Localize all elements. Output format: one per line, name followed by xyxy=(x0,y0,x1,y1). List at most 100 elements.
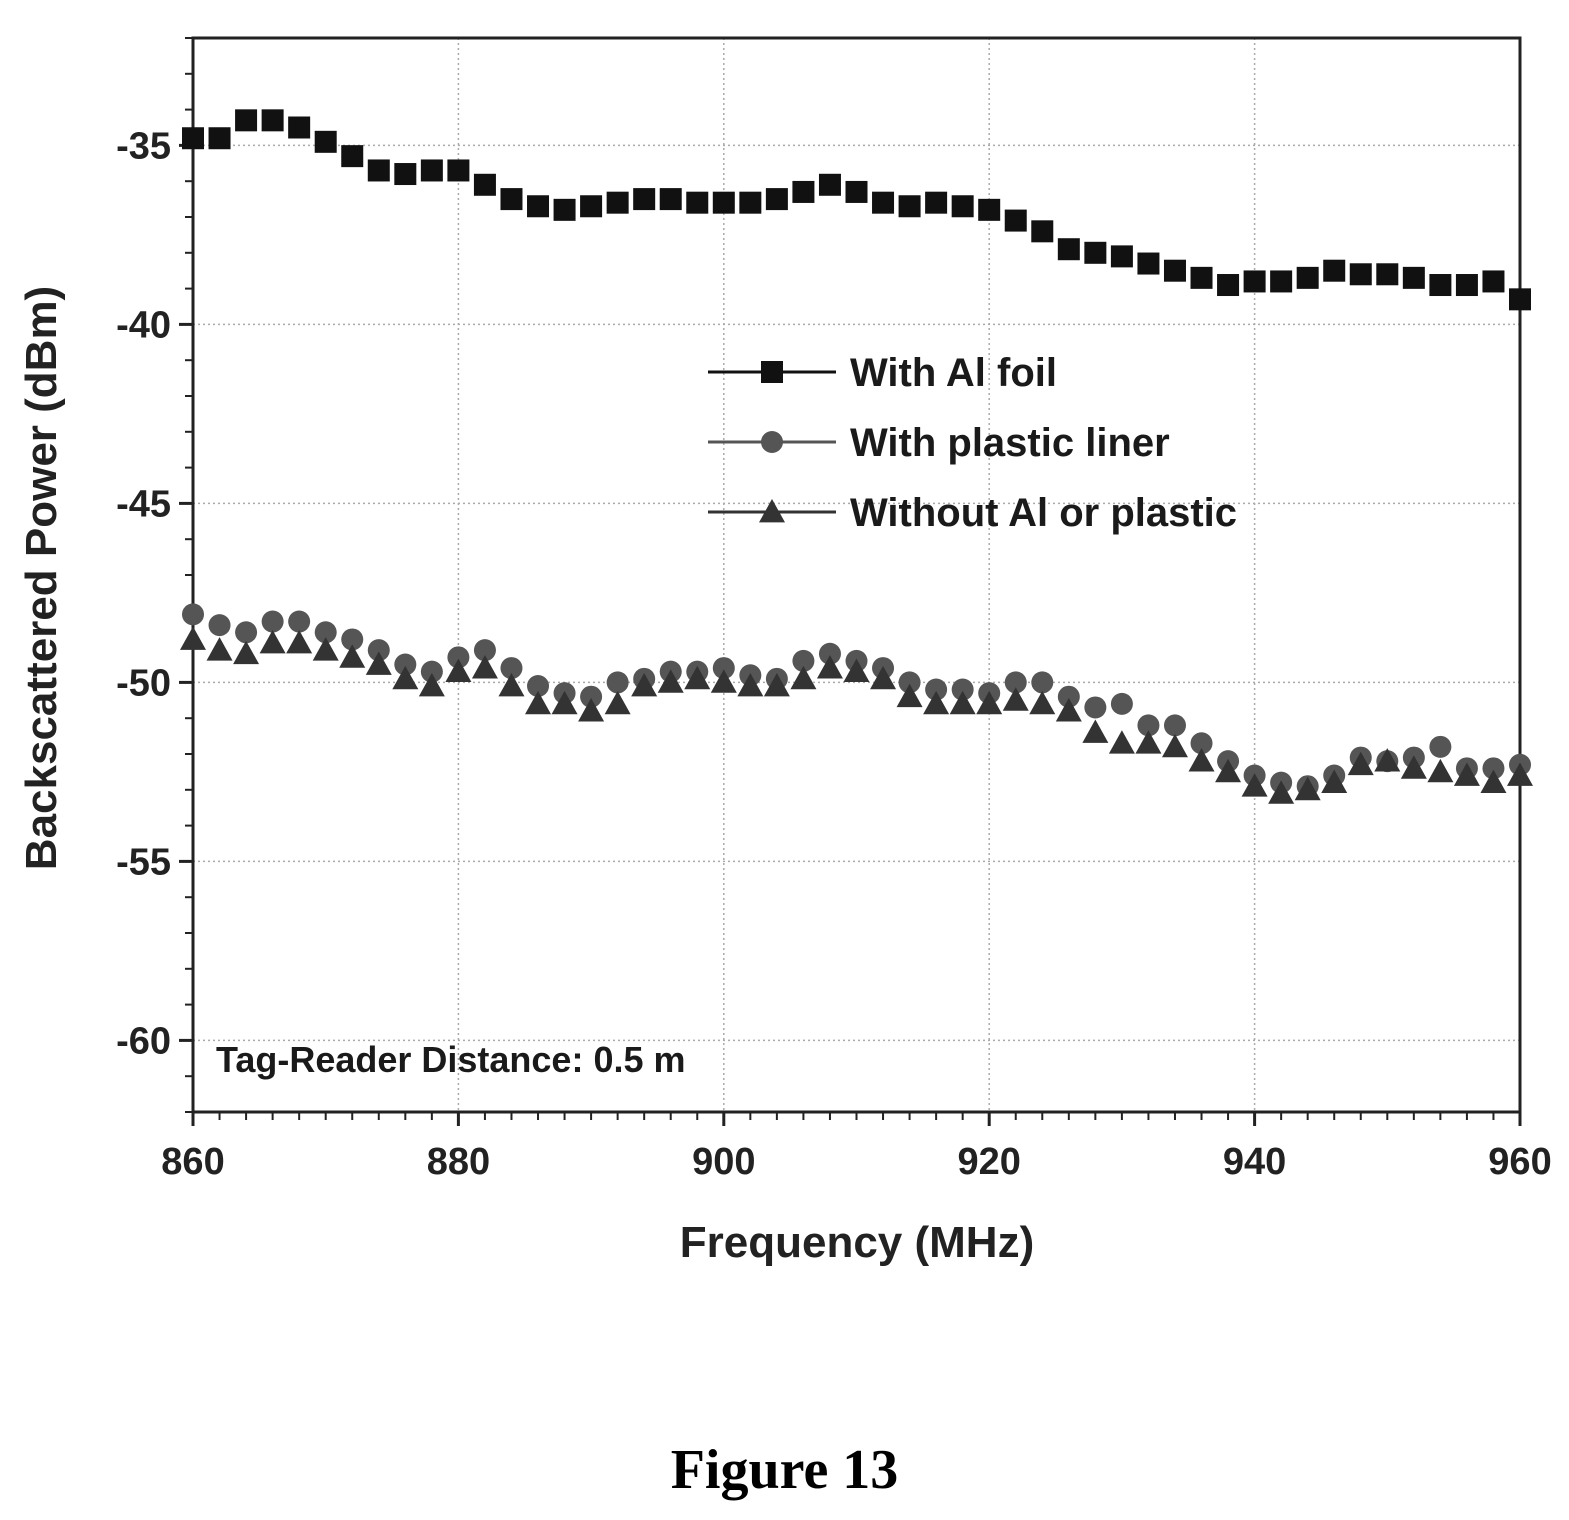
data-point-triangle xyxy=(604,690,631,715)
legend-marker-circle xyxy=(761,431,783,453)
chart: 860 880 900 920 940 960 -35 -40 -45 -50 -55 -60 Tag… xyxy=(17,36,1552,1267)
data-point-square xyxy=(420,159,443,182)
data-point-square xyxy=(261,109,284,132)
distance-annotation: Tag-Reader Distance: 0.5 m xyxy=(216,1039,686,1080)
data-point-circle xyxy=(1004,671,1027,694)
data-point-triangle xyxy=(870,665,897,690)
data-point-circle xyxy=(261,610,284,633)
x-tick-label: 900 xyxy=(692,1141,755,1183)
data-point-circle xyxy=(500,657,523,680)
y-tick-label: -60 xyxy=(116,1020,171,1062)
data-point-triangle xyxy=(206,637,233,661)
data-point-square xyxy=(1217,274,1240,297)
data-point-square xyxy=(394,163,417,186)
data-point-square xyxy=(553,198,576,221)
data-point-circle xyxy=(1057,685,1080,708)
data-point-square xyxy=(872,191,895,214)
data-point-triangle xyxy=(896,683,923,708)
data-point-circle xyxy=(235,621,258,644)
data-point-triangle xyxy=(1215,758,1242,783)
legend-label: With Al foil xyxy=(850,351,1057,395)
data-point-square xyxy=(1429,274,1452,297)
data-point-circle xyxy=(818,642,841,665)
data-point-triangle xyxy=(684,665,711,690)
data-point-triangle xyxy=(259,630,286,654)
y-tick-label: -35 xyxy=(116,125,171,167)
data-point-circle xyxy=(1190,732,1213,755)
data-point-triangle xyxy=(657,669,684,693)
data-point-triangle xyxy=(180,626,206,650)
data-point-triangle xyxy=(816,655,843,679)
data-point-circle xyxy=(208,614,231,637)
data-point-circle xyxy=(1429,735,1452,758)
data-point-triangle xyxy=(1427,758,1454,783)
data-point-square xyxy=(1110,245,1133,268)
legend-marker-triangle xyxy=(759,499,785,523)
y-tick-label: -55 xyxy=(116,841,171,883)
data-point-triangle xyxy=(365,651,392,675)
data-point-triangle xyxy=(312,637,339,661)
data-point-triangle xyxy=(1347,751,1374,776)
data-point-square xyxy=(898,195,921,218)
data-point-square xyxy=(288,116,311,139)
data-point-triangle xyxy=(1294,776,1321,801)
data-point-square xyxy=(606,191,629,214)
data-point-square xyxy=(527,195,550,218)
figure-caption: Figure 13 xyxy=(670,1439,899,1501)
data-point-triangle xyxy=(418,672,445,697)
data-point-square xyxy=(739,191,762,214)
data-point-circle xyxy=(1137,714,1160,737)
data-point-triangle xyxy=(1321,769,1348,794)
data-point-square xyxy=(314,130,337,153)
legend-label: With plastic liner xyxy=(850,421,1170,465)
data-point-square xyxy=(235,109,258,132)
grid xyxy=(193,38,1520,1112)
legend-marker-square xyxy=(761,361,783,383)
data-point-square xyxy=(765,188,788,211)
data-point-square xyxy=(818,173,841,196)
data-point-square xyxy=(1243,270,1266,293)
data-point-triangle xyxy=(392,665,419,690)
data-point-triangle xyxy=(1268,780,1295,804)
data-point-circle xyxy=(792,649,815,672)
y-tick-label: -45 xyxy=(116,483,171,525)
data-point-square xyxy=(1057,238,1080,261)
data-point-square xyxy=(1376,263,1399,286)
data-point-circle xyxy=(1110,692,1133,715)
data-point-square xyxy=(1402,266,1425,289)
data-point-triangle xyxy=(1002,687,1029,711)
data-point-triangle xyxy=(1507,762,1533,786)
data-point-triangle xyxy=(790,665,817,690)
data-point-triangle xyxy=(498,672,525,697)
data-point-circle xyxy=(925,678,948,701)
data-point-square xyxy=(951,195,974,218)
y-tick-label: -50 xyxy=(116,662,171,704)
data-point-triangle xyxy=(1029,690,1056,715)
data-point-square xyxy=(367,159,390,182)
data-point-circle xyxy=(580,685,603,708)
data-point-square xyxy=(1190,266,1213,289)
data-point-triangle xyxy=(1135,730,1162,754)
data-point-triangle xyxy=(445,658,472,683)
data-point-square xyxy=(1509,288,1531,311)
data-point-circle xyxy=(314,621,337,644)
data-point-triangle xyxy=(1453,762,1480,786)
data-point-triangle xyxy=(1374,748,1401,772)
data-point-triangle xyxy=(1241,773,1268,797)
data-point-square xyxy=(208,127,231,150)
data-point-circle xyxy=(367,639,390,662)
data-point-square xyxy=(447,159,470,182)
data-point-square xyxy=(712,191,735,214)
data-point-triangle xyxy=(339,644,366,668)
x-tick-label: 960 xyxy=(1488,1141,1551,1183)
data-point-square xyxy=(182,127,204,150)
data-point-circle xyxy=(447,646,470,669)
data-point-square xyxy=(659,188,682,211)
data-point-square xyxy=(1031,220,1054,243)
data-point-square xyxy=(1482,270,1505,293)
y-tick-label: -40 xyxy=(116,304,171,346)
data-point-square xyxy=(341,145,364,168)
data-point-square xyxy=(1137,252,1160,275)
data-point-square xyxy=(1349,263,1372,286)
data-point-triangle xyxy=(737,672,764,697)
